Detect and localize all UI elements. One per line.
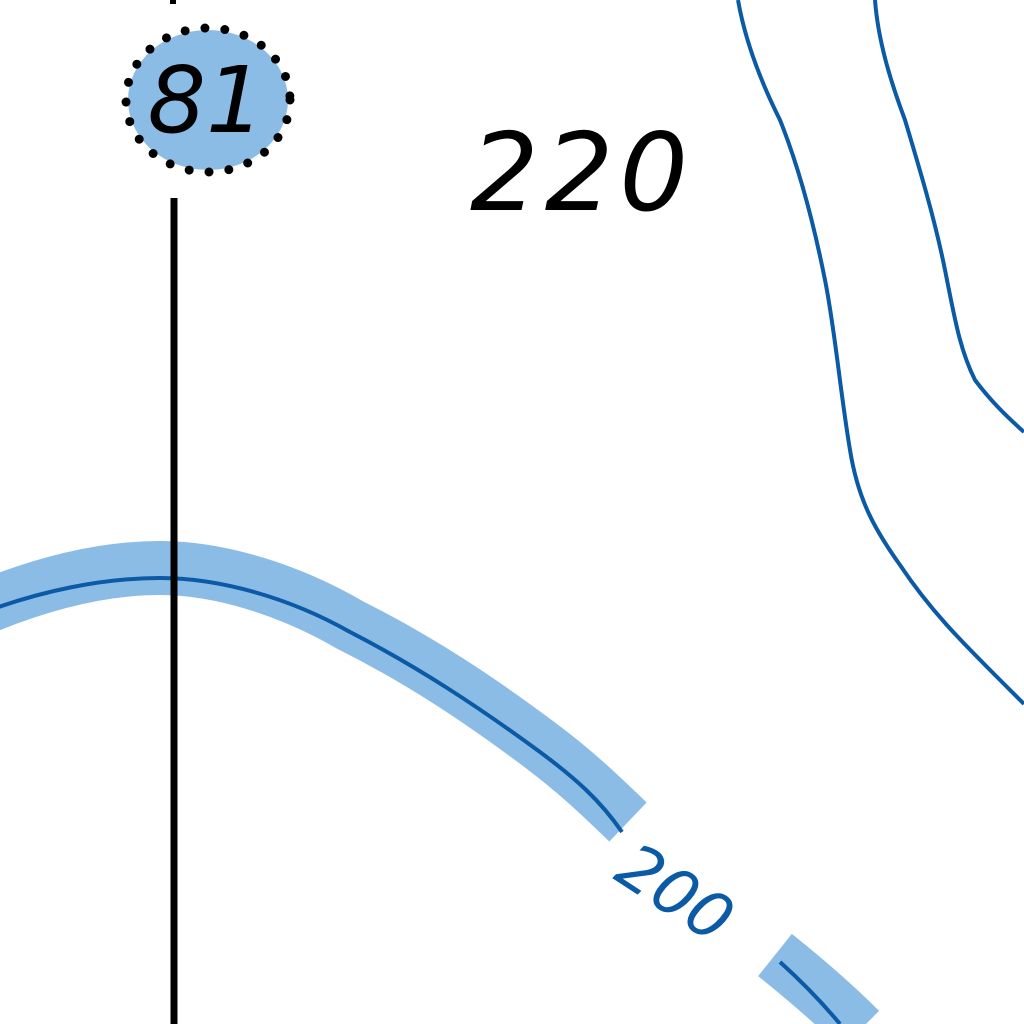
shallow-band-right	[758, 933, 880, 1024]
depth-contour-line-inner	[873, 0, 1024, 434]
depth-contour-200-right	[778, 960, 842, 1024]
station-badge: 81	[121, 23, 295, 177]
depth-contour-200-left	[0, 575, 624, 834]
contour-depth-label: 200	[603, 829, 746, 958]
badge-fill	[128, 30, 288, 170]
badge-number-label: 81	[147, 47, 264, 154]
shallow-band-left	[0, 540, 647, 842]
badge-top-tick	[170, 0, 176, 4]
sounding-depth-label: 220	[470, 111, 694, 236]
depth-contour-line-outer	[736, 0, 1024, 706]
badge-dotted-border	[121, 23, 295, 177]
